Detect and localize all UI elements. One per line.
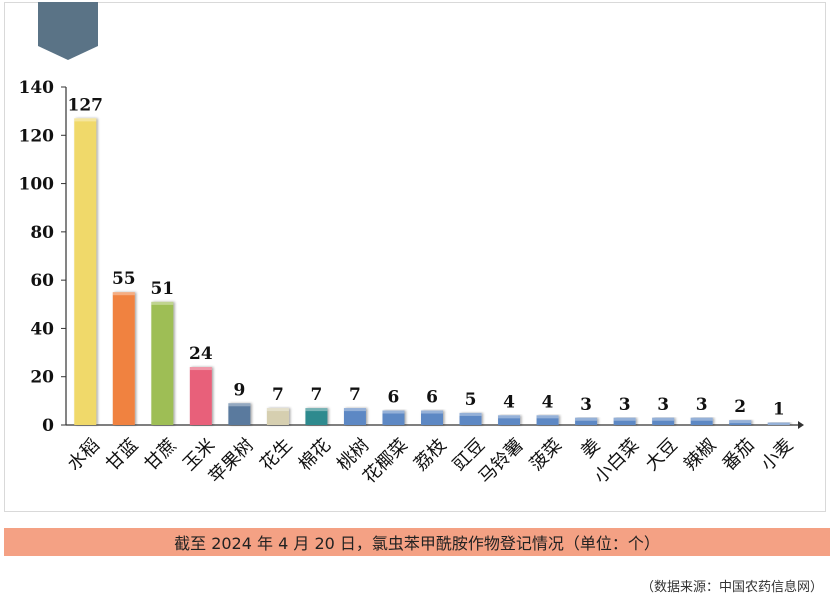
bar [228,403,251,425]
x-tick-label: 花椰菜 [359,435,412,488]
x-tick-label: 小麦 [757,435,797,475]
chart-frame [4,2,826,512]
x-tick-label: 菠菜 [526,435,566,475]
bar [767,422,790,425]
y-tick-label: 140 [19,78,55,98]
bar-highlight [690,417,713,421]
bar-highlight [767,422,790,425]
bar-highlight [498,415,521,419]
x-tick-label: 棉花 [295,435,335,475]
bar [729,420,752,425]
bar [343,408,366,425]
bar-highlight [652,417,675,421]
data-label: 7 [310,385,322,405]
y-tick-label: 40 [30,319,54,339]
data-label: 7 [349,385,361,405]
x-tick-label: 荔枝 [410,435,450,475]
bar [536,415,559,425]
data-label: 4 [542,392,554,412]
data-label: 5 [465,390,477,410]
data-label: 2 [734,397,746,417]
bar-highlight [459,412,482,416]
y-tick-label: 100 [19,175,55,195]
y-tick-label: 0 [42,416,54,436]
data-label: 6 [426,388,438,408]
data-label: 24 [189,344,213,364]
x-tick-label: 苹果树 [205,435,258,488]
bar [305,408,328,425]
y-tick-label: 80 [30,223,54,243]
data-label: 9 [233,380,245,400]
x-axis-arrow-icon [798,421,804,429]
y-tick-label: 20 [30,368,54,388]
x-tick-label: 甘蓝 [102,435,142,475]
bar [613,417,636,425]
data-label: 55 [112,269,136,289]
x-tick-label: 大豆 [641,435,681,475]
data-label: 3 [696,395,708,415]
bar-highlight [575,417,598,421]
x-tick-label: 辣椒 [680,435,720,475]
bar-highlight [228,403,251,407]
bar [459,412,482,425]
y-tick-label: 120 [19,126,55,146]
bar [382,410,405,425]
corner-badge-icon [38,2,98,60]
bar-highlight [74,118,97,122]
bar [189,367,212,425]
bar [652,417,675,425]
data-source-note: （数据来源：中国农药信息网） [640,580,823,595]
bar-highlight [151,301,174,305]
bar [575,417,598,425]
x-tick-label: 花生 [256,435,296,475]
bar-highlight [343,408,366,412]
x-tick-label: 水稻 [64,435,104,475]
bar-highlight [382,410,405,414]
bar [151,301,174,425]
x-tick-label: 马铃薯 [475,435,528,488]
bar-highlight [729,420,752,424]
bar [74,118,97,425]
chart-caption: 截至 2024 年 4 月 20 日，氯虫苯甲酰胺作物登记情况（单位：个） [174,534,660,553]
data-label: 3 [619,395,631,415]
bar [266,408,289,425]
bar [498,415,521,425]
bar [112,292,135,425]
x-tick-label: 甘蔗 [141,435,181,475]
x-tick-label: 番茄 [718,435,758,475]
bar-highlight [189,367,212,371]
bar-highlight [421,410,443,414]
data-label: 1 [773,400,785,420]
bar [690,417,713,425]
data-label: 51 [150,279,174,299]
caption-bar: 截至 2024 年 4 月 20 日，氯虫苯甲酰胺作物登记情况（单位：个） [4,528,830,556]
y-tick-label: 60 [30,271,54,291]
bar [421,410,443,425]
data-label: 7 [272,385,284,405]
bar-highlight [613,417,636,421]
x-tick-label: 姜 [577,435,605,463]
x-tick-label: 小白菜 [590,435,643,488]
data-label: 3 [580,395,592,415]
data-label: 127 [68,95,104,115]
bar-highlight [305,408,328,412]
data-label: 4 [503,392,515,412]
bar-highlight [112,292,135,296]
bar-highlight [266,408,289,412]
bar-highlight [536,415,559,419]
data-label: 3 [657,395,669,415]
data-label: 6 [388,388,400,408]
bar-chart: 0 20 40 60 80 100 120 140 127 55 51 24 9 7 7 7 6 6 5 4 4 3 3 3… [19,78,804,488]
